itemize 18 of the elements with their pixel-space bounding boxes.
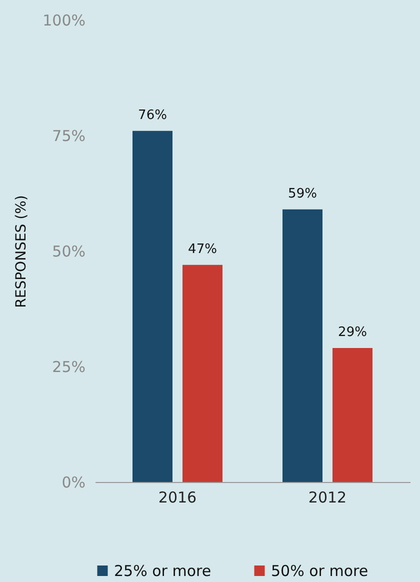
y-tick-label: 25% xyxy=(52,358,86,376)
x-tick-label: 2012 xyxy=(308,488,347,506)
data-label: 29% xyxy=(338,325,367,340)
y-tick-label: 0% xyxy=(62,474,86,492)
legend-label: 50% or more xyxy=(271,562,368,580)
data-label: 47% xyxy=(188,242,217,257)
y-axis-title: RESPONSES (%) xyxy=(14,195,30,308)
y-tick-label: 50% xyxy=(52,242,86,260)
y-tick-label: 75% xyxy=(52,127,86,145)
y-tick-label: 100% xyxy=(42,12,86,30)
legend-label: 25% or more xyxy=(114,562,212,580)
bar xyxy=(282,209,322,482)
data-label: 76% xyxy=(138,108,167,123)
bar xyxy=(332,348,372,482)
bar xyxy=(182,264,222,482)
x-tick-label: 2016 xyxy=(158,488,197,506)
bar xyxy=(132,130,172,482)
data-label: 59% xyxy=(288,186,317,202)
